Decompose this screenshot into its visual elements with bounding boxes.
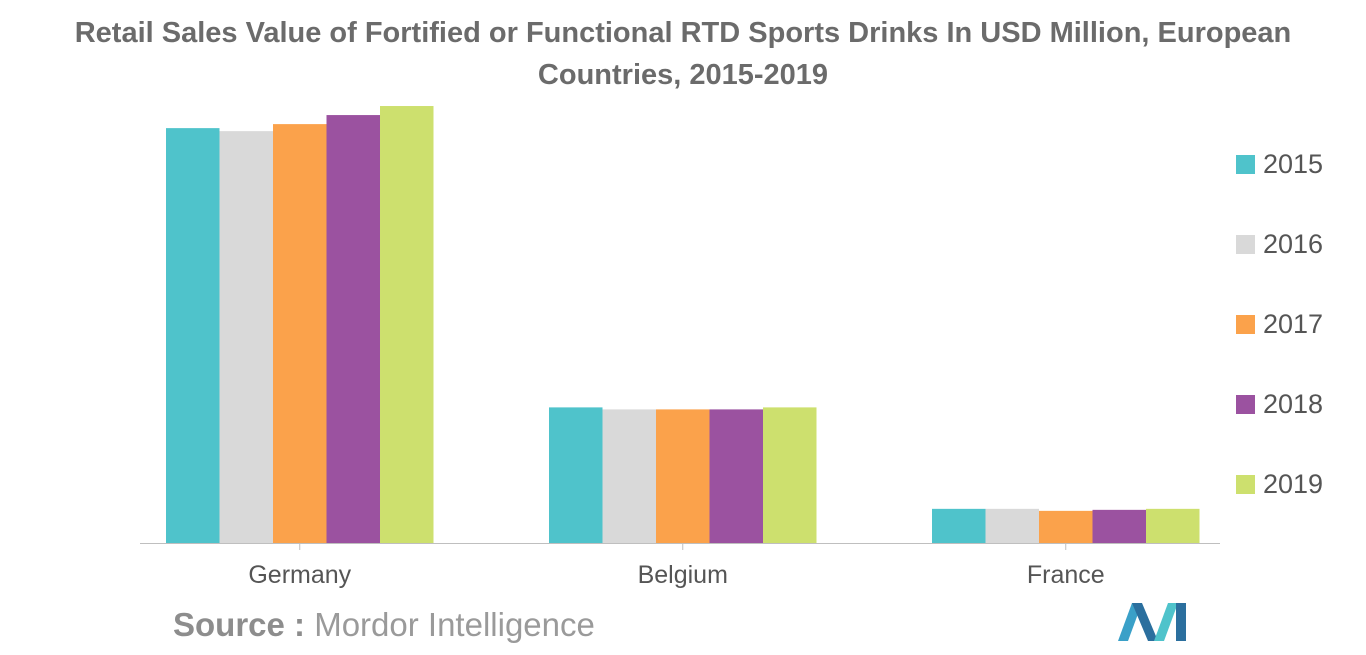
bar-belgium-2016	[602, 409, 656, 543]
legend-swatch-2016	[1236, 234, 1255, 254]
chart-title-line-1: Retail Sales Value of Fortified or Funct…	[74, 17, 1292, 49]
source-note: Source : Mordor Intelligence	[173, 606, 595, 644]
bar-belgium-2019	[763, 407, 817, 543]
legend-item-2019: 2019	[1236, 464, 1323, 504]
legend-label-2017: 2017	[1263, 308, 1324, 339]
legend-label-2019: 2019	[1263, 468, 1324, 499]
bar-germany-2019	[380, 106, 434, 543]
bar-france-2019	[1146, 508, 1200, 543]
legend-item-2018: 2018	[1236, 384, 1323, 424]
bar-germany-2017	[273, 124, 327, 543]
legend-item-2016: 2016	[1236, 224, 1323, 264]
legend-swatch-2015	[1236, 154, 1255, 174]
legend-swatch-2019	[1236, 474, 1255, 494]
source-key: Source :	[173, 606, 306, 643]
legend-swatch-2018	[1236, 394, 1255, 414]
legend-swatch-2017	[1236, 314, 1255, 334]
legend-label-2015: 2015	[1263, 148, 1324, 179]
legend-label-2018: 2018	[1263, 388, 1324, 419]
legend-item-2017: 2017	[1236, 304, 1323, 344]
legend-item-2015: 2015	[1236, 144, 1323, 184]
chart-title: Retail Sales Value of Fortified or Funct…	[0, 12, 1366, 96]
bar-belgium-2017	[656, 409, 710, 543]
chart-title-line-2: Countries, 2015-2019	[537, 59, 829, 91]
x-tick-label-germany: Germany	[248, 561, 351, 589]
bar-france-2015	[932, 508, 986, 543]
x-tick-label-belgium: Belgium	[638, 561, 728, 589]
bar-france-2016	[985, 508, 1039, 543]
mordor-intelligence-logo-icon	[1118, 603, 1186, 641]
bar-france-2017	[1039, 510, 1093, 543]
source-value: Mordor Intelligence	[314, 606, 595, 643]
legend-label-2016: 2016	[1263, 228, 1324, 259]
legend: 2015 2016 2017 2018 2019	[1236, 144, 1323, 544]
bar-france-2018	[1092, 509, 1146, 543]
bar-belgium-2018	[709, 409, 763, 543]
bar-belgium-2015	[549, 407, 603, 543]
bar-germany-2016	[219, 131, 273, 544]
x-tick-label-france: France	[1027, 561, 1105, 589]
bar-germany-2018	[326, 115, 380, 544]
bar-germany-2015	[166, 128, 220, 543]
